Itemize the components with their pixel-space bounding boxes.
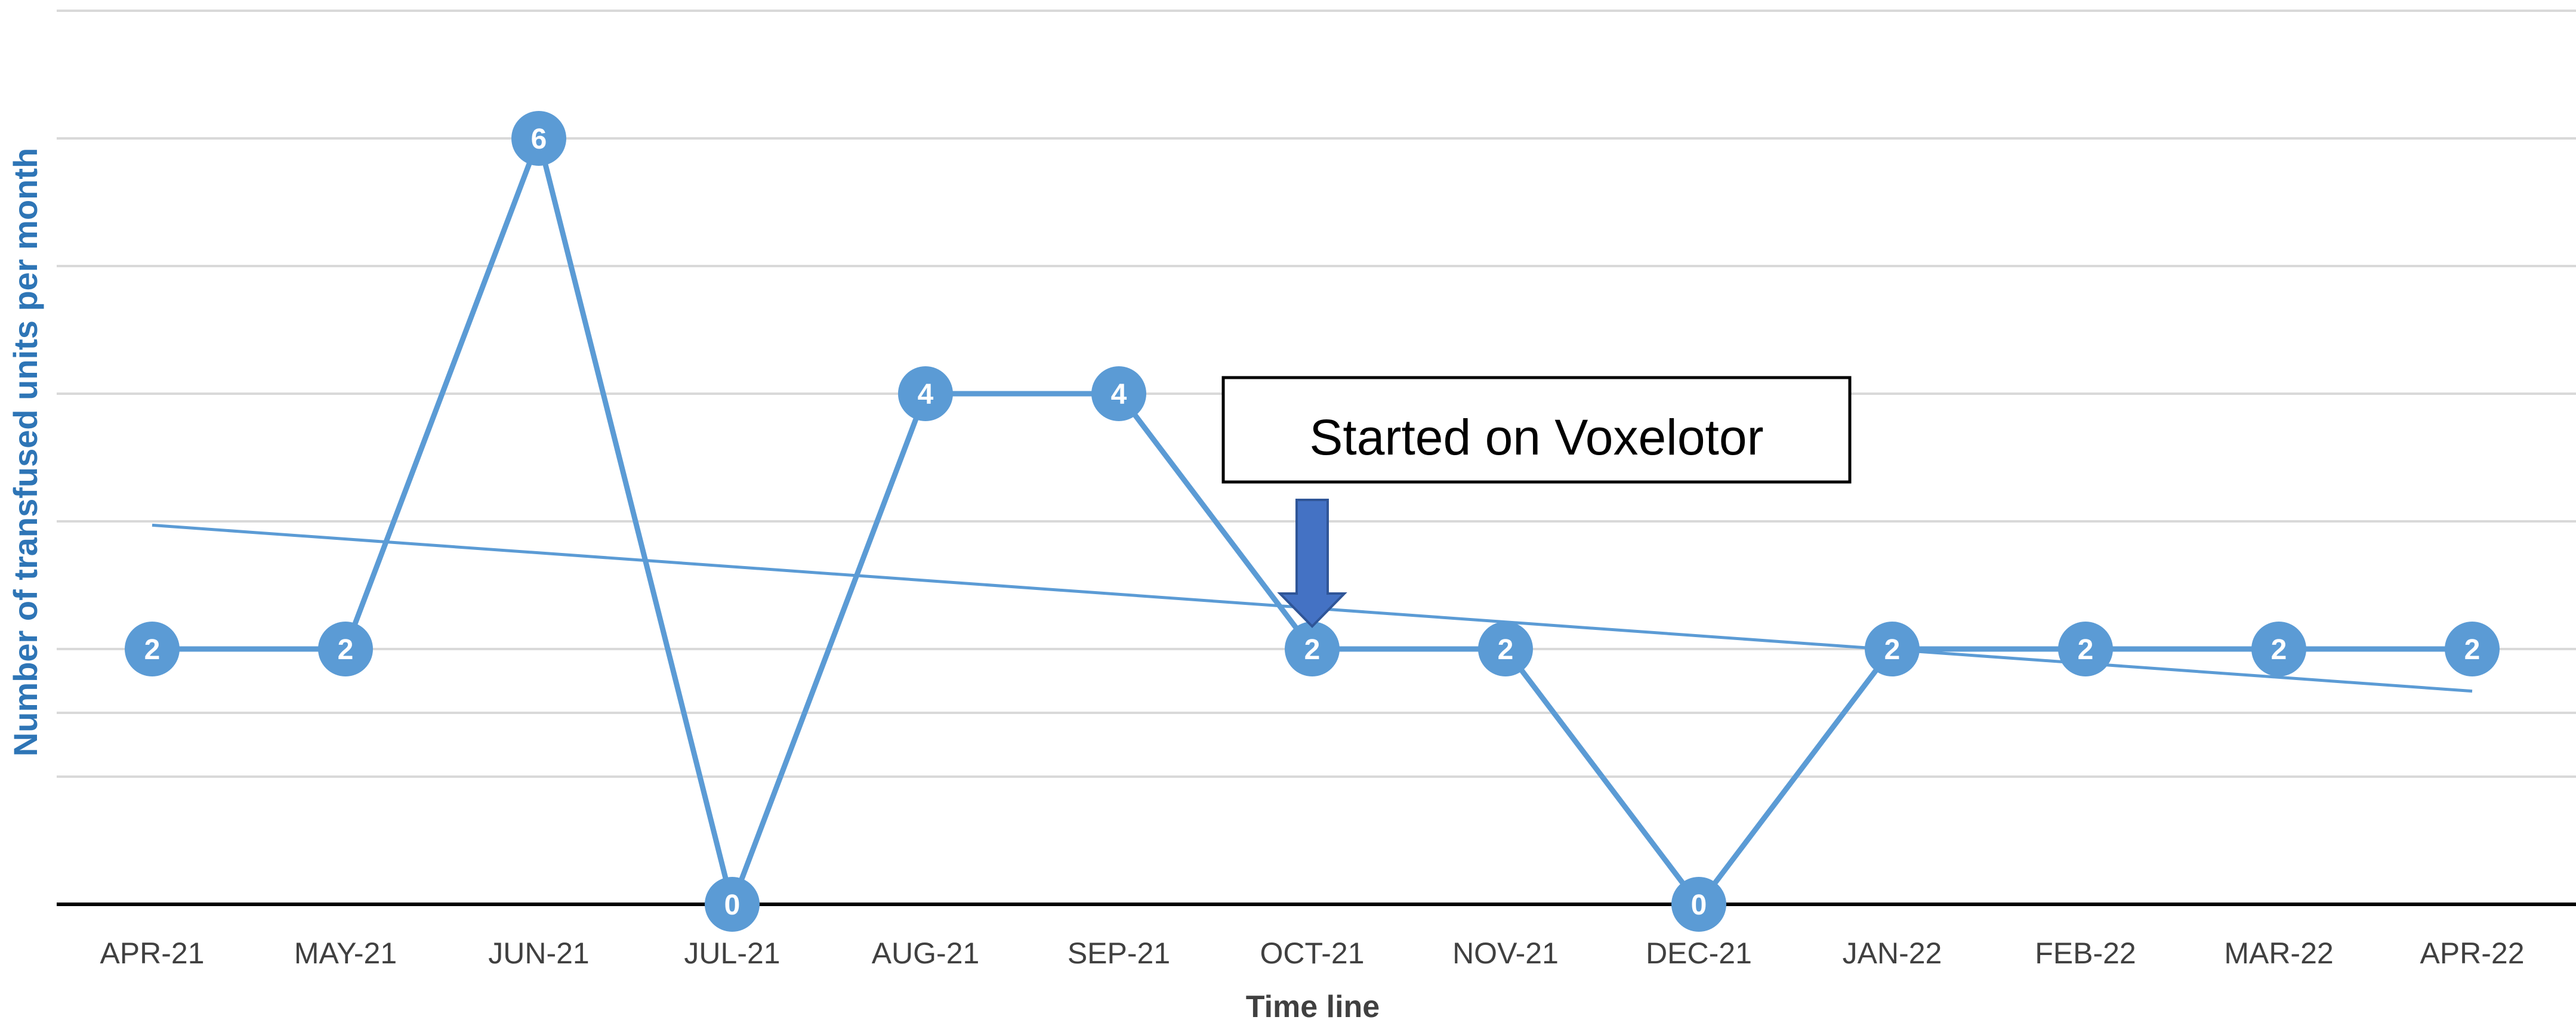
- data-point-marker: [2058, 622, 2113, 676]
- data-point-marker: [1285, 622, 1340, 676]
- data-point-marker: [705, 877, 760, 932]
- data-point-marker: [1671, 877, 1726, 932]
- data-label: 2: [2464, 634, 2481, 666]
- data-point-marker: [511, 111, 566, 166]
- data-label: 4: [1111, 379, 1127, 410]
- x-tick-labels: APR-21 MAY-21 JUN-21 JUL-21 AUG-21 SEP-21 OCT-…: [100, 937, 2524, 970]
- x-tick-label: APR-21: [100, 937, 204, 970]
- data-label: 2: [1304, 634, 1321, 666]
- data-label: 2: [2078, 634, 2094, 666]
- x-tick-label: FEB-22: [2035, 937, 2136, 970]
- data-point-marker: [2251, 622, 2306, 676]
- annotation-text: Started on Voxelotor: [1309, 409, 1763, 465]
- data-label: 2: [1498, 634, 1514, 666]
- data-label: 2: [338, 634, 354, 666]
- x-tick-label: NOV-21: [1452, 937, 1559, 970]
- data-label: 2: [2271, 634, 2287, 666]
- data-point-marker: [1091, 366, 1146, 421]
- x-tick-label: JUN-21: [488, 937, 589, 970]
- x-tick-label: DEC-21: [1646, 937, 1752, 970]
- x-tick-label: JAN-22: [1843, 937, 1942, 970]
- data-label: 0: [724, 889, 741, 921]
- x-tick-label: SEP-21: [1068, 937, 1170, 970]
- data-point-marker: [318, 622, 373, 676]
- x-tick-label: OCT-21: [1260, 937, 1364, 970]
- x-axis-label: Time line: [1246, 990, 1380, 1024]
- data-label: 4: [918, 379, 934, 410]
- x-tick-label: JUL-21: [684, 937, 780, 970]
- data-point-marker: [1865, 622, 1920, 676]
- data-point-marker: [1478, 622, 1533, 676]
- data-points: 2 2 6 0 4 4 2 2 0 2 2 2 2: [125, 111, 2500, 932]
- x-tick-label: MAY-21: [294, 937, 397, 970]
- x-tick-label: APR-22: [2420, 937, 2524, 970]
- data-point-marker: [898, 366, 953, 421]
- annotation-voxelotor: Started on Voxelotor: [1221, 376, 1852, 628]
- data-label: 6: [531, 123, 547, 155]
- data-label: 2: [1884, 634, 1901, 666]
- y-axis-label: Number of transfused units per month: [7, 148, 44, 757]
- data-point-marker: [2445, 622, 2500, 676]
- x-tick-label: AUG-21: [872, 937, 980, 970]
- x-tick-label: MAR-22: [2224, 937, 2333, 970]
- data-label: 0: [1691, 889, 1707, 921]
- data-label: 2: [144, 634, 161, 666]
- down-arrow-icon: [1277, 499, 1347, 628]
- data-point-marker: [125, 622, 180, 676]
- annotation-box: [1221, 376, 1852, 484]
